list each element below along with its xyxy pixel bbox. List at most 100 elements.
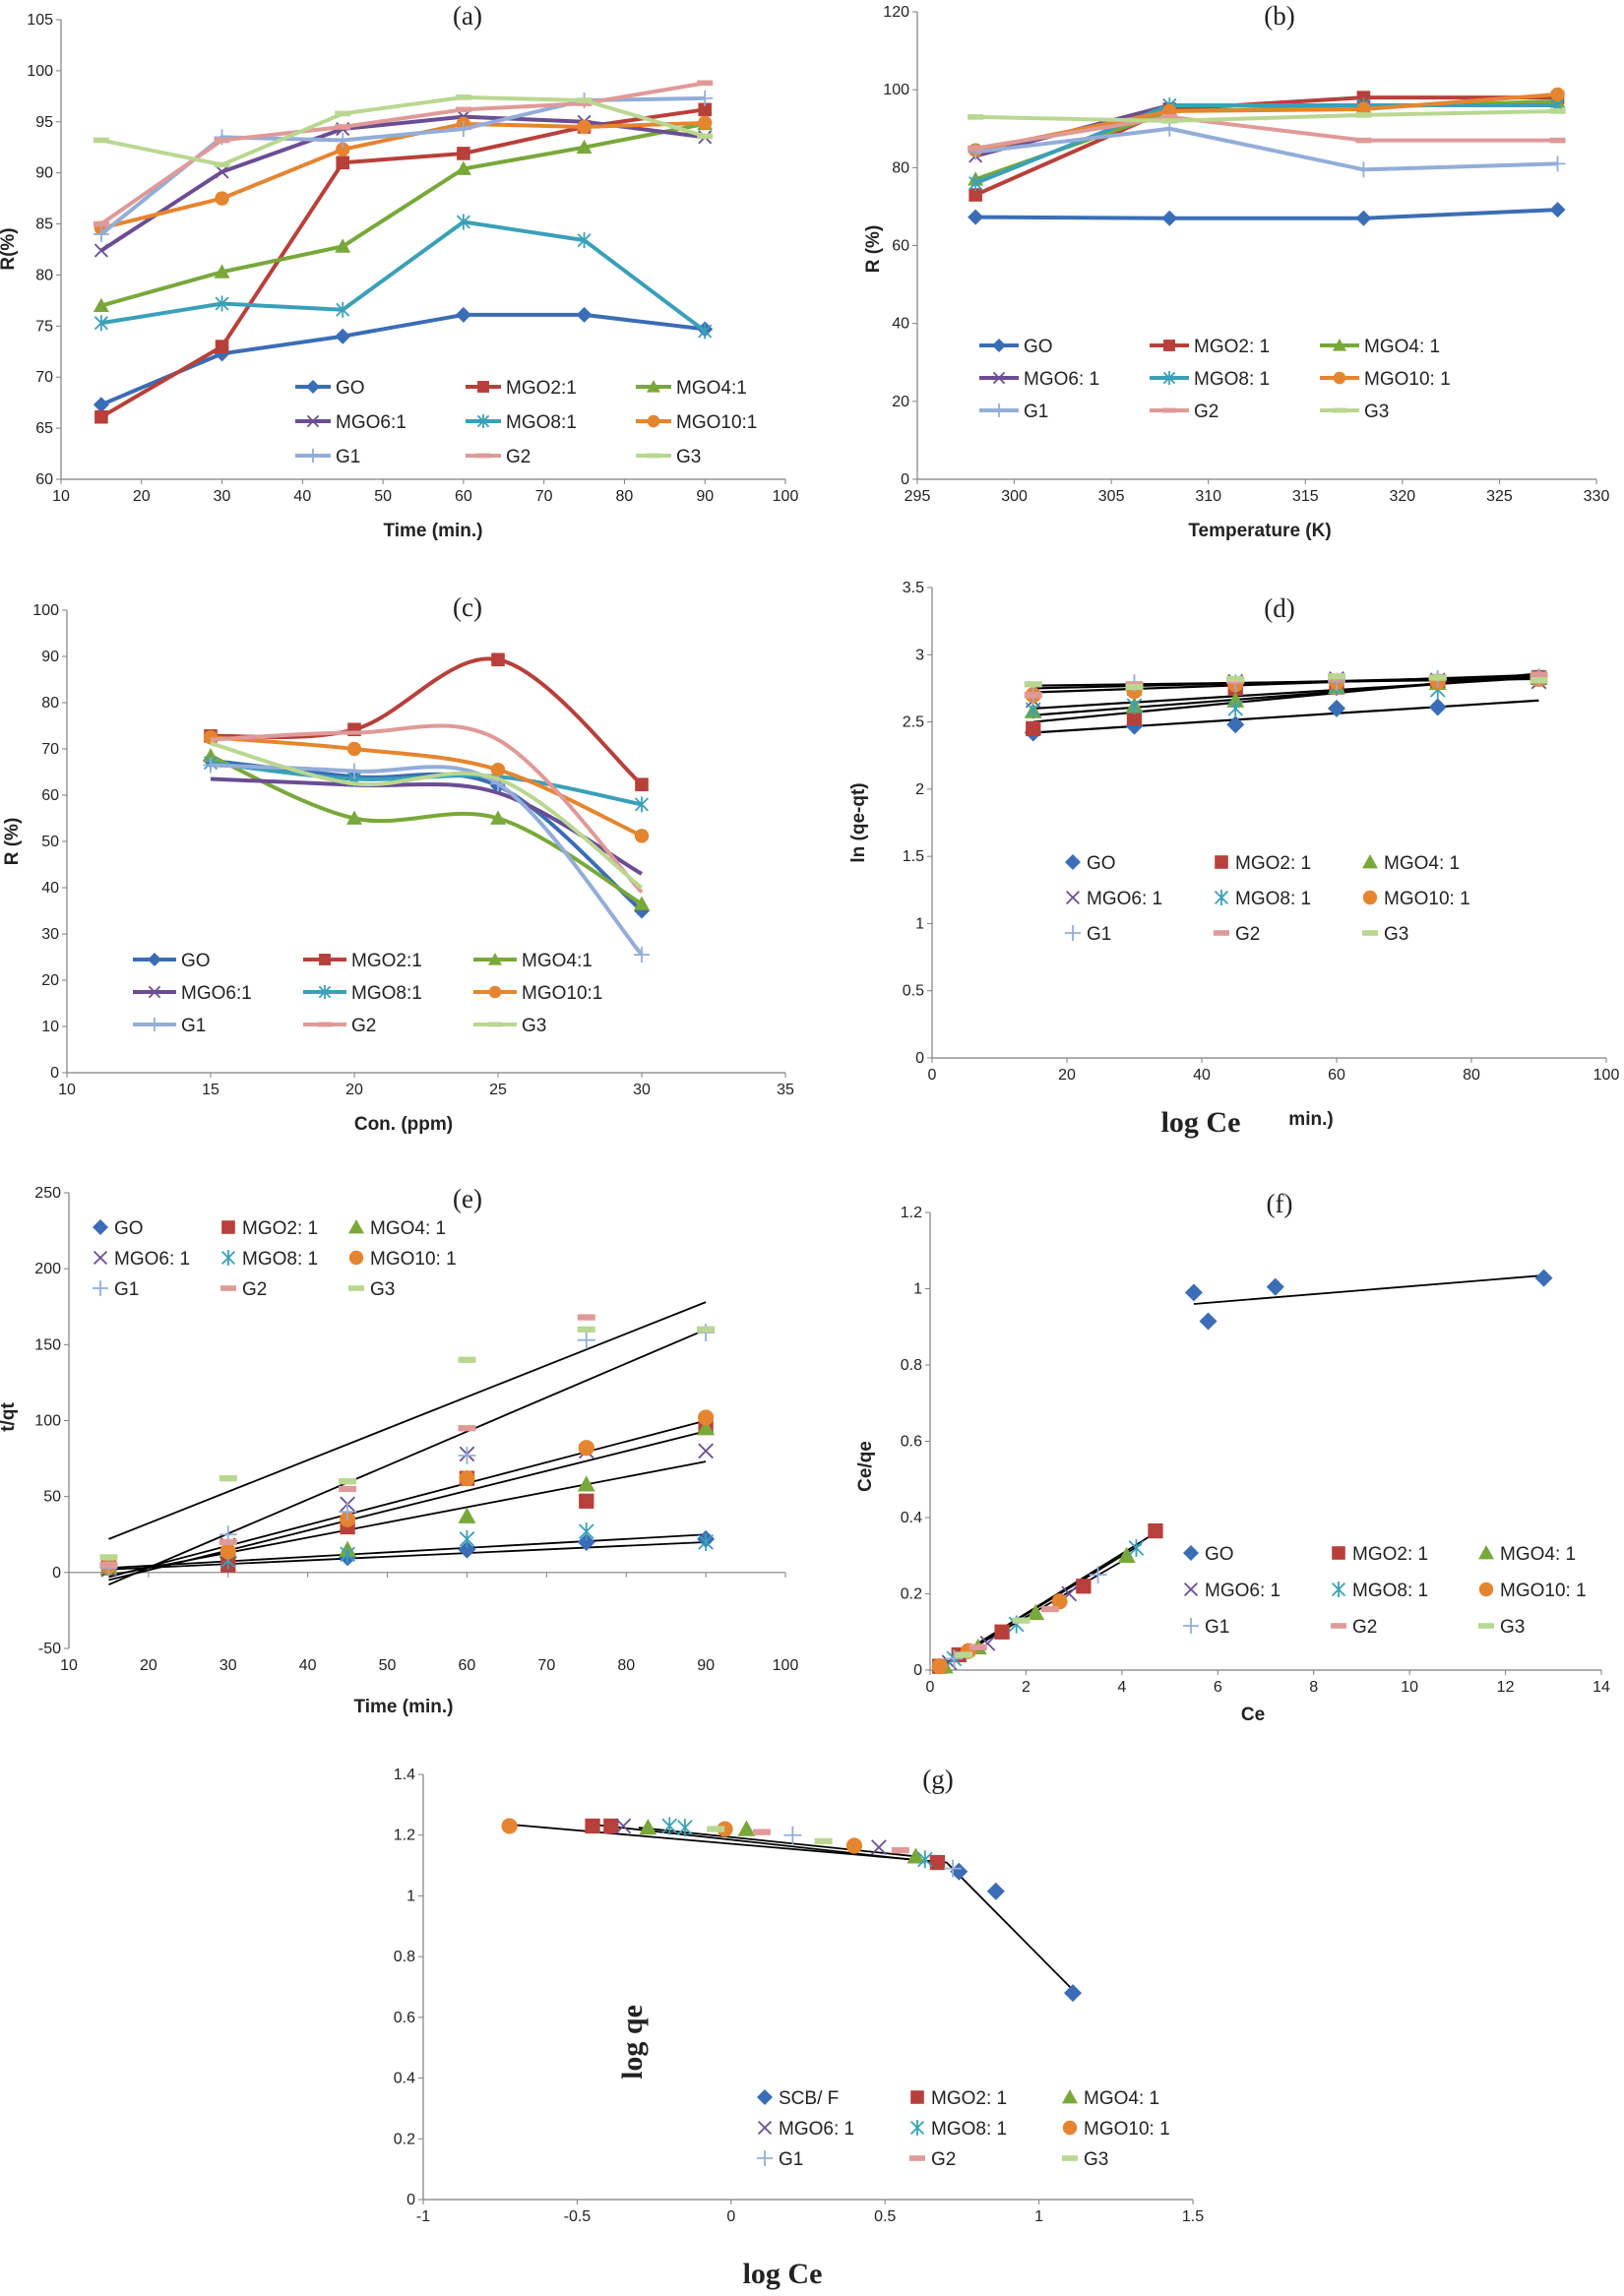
legend-label: G1 <box>1087 924 1111 945</box>
legend-marker <box>1183 1618 1199 1634</box>
data-point <box>1126 697 1143 715</box>
data-point <box>814 1837 833 1845</box>
y-axis-title: t/qt <box>0 1402 19 1432</box>
legend-label: MGO4: 1 <box>370 1218 446 1239</box>
panel-label: (b) <box>1264 1 1294 31</box>
x-tick-label: 50 <box>379 1657 397 1674</box>
series-mgo4-1 <box>93 115 714 312</box>
legend-label: G3 <box>1500 1617 1525 1638</box>
legend-item: G1 <box>93 1279 139 1300</box>
legend-marker <box>306 449 320 463</box>
data-point <box>335 132 351 149</box>
legend-marker <box>1478 1623 1494 1629</box>
x-axis-title: Temperature (K) <box>1188 521 1331 541</box>
data-point <box>698 115 713 131</box>
legend-marker <box>220 1250 236 1266</box>
legend-marker <box>1062 2155 1078 2161</box>
data-point <box>968 145 984 152</box>
legend-marker <box>1362 854 1378 869</box>
legend-item: G3 <box>473 1016 546 1036</box>
legend-marker <box>910 2090 924 2104</box>
y-axis-title: R (%) <box>2 818 23 866</box>
y-tick-label: 95 <box>35 114 53 131</box>
legend-marker <box>348 1250 364 1266</box>
legend-item: MGO4: 1 <box>1362 853 1460 874</box>
series-line <box>100 121 706 308</box>
legend-item: G3 <box>1320 402 1389 422</box>
legend-item: MGO4: 1 <box>1478 1544 1576 1565</box>
y-tick-label: 1 <box>406 1888 415 1904</box>
legend-item: MGO10: 1 <box>1478 1581 1587 1601</box>
data-point <box>677 1819 693 1836</box>
data-point <box>1161 210 1178 226</box>
series-g2 <box>968 114 1566 152</box>
x-tick-label: 325 <box>1486 488 1513 505</box>
data-point <box>94 409 108 424</box>
legend-marker <box>318 985 332 999</box>
y-tick-label: 70 <box>35 369 53 386</box>
data-point <box>455 94 471 100</box>
data-point <box>1534 1269 1553 1287</box>
legend-item: MGO6:1 <box>295 412 406 433</box>
data-point <box>459 1470 475 1487</box>
x-tick-label: 40 <box>299 1657 317 1674</box>
data-point <box>1027 1603 1045 1621</box>
legend-marker <box>348 1285 364 1291</box>
data-point <box>1355 161 1372 178</box>
data-point <box>698 1443 714 1459</box>
panel-label: (g) <box>922 1765 953 1794</box>
y-tick-label: 0.5 <box>903 983 924 1000</box>
data-point <box>891 1846 909 1854</box>
data-point <box>1549 108 1566 114</box>
legend: GO MGO2: 1 MGO4: 1 MGO6: 1 MGO8: 1 MGO10: 1 G1… <box>1183 1544 1587 1638</box>
x-tick-label: 20 <box>345 1082 363 1098</box>
data-point <box>577 1314 595 1321</box>
series-line <box>100 94 706 167</box>
data-point <box>215 191 229 206</box>
legend-label: G2 <box>1235 924 1260 945</box>
data-point <box>783 1826 802 1844</box>
y-tick-label: 40 <box>892 316 909 333</box>
series-mgo6-1 <box>615 1818 887 1855</box>
legend-item: MGO4: 1 <box>1062 2088 1159 2109</box>
legend-label: GO <box>114 1218 144 1239</box>
legend-item: MGO8:1 <box>303 983 422 1004</box>
data-point <box>578 1440 594 1457</box>
data-point <box>346 810 362 825</box>
data-point <box>634 947 650 963</box>
legend-item: GO <box>133 951 211 971</box>
data-point <box>634 896 650 910</box>
y-axis-title: R (%) <box>863 225 884 274</box>
x-tick-label: 14 <box>1593 1679 1610 1696</box>
legend-item: MGO8: 1 <box>1331 1581 1428 1601</box>
legend-item: MGO8: 1 <box>909 2119 1007 2140</box>
chart-panel-e: 10 20 30 40 50 60 70 80 90 100 -50 0 50 100 150 200 250 (… <box>0 1184 798 1717</box>
data-point <box>639 1819 657 1835</box>
legend-item: MGO2:1 <box>466 378 577 399</box>
series-g3 <box>707 1826 833 1845</box>
legend-label: MGO8: 1 <box>242 1249 318 1270</box>
legend-item: GO <box>1183 1544 1234 1565</box>
data-point <box>339 1485 357 1493</box>
data-point <box>1328 672 1345 680</box>
y-tick-label: 0 <box>406 2192 415 2208</box>
legend-label: MGO2: 1 <box>1194 337 1270 357</box>
x-tick-label: 20 <box>140 1657 157 1674</box>
data-point <box>577 119 592 135</box>
legend-marker <box>1183 1545 1199 1561</box>
data-point <box>917 1850 933 1869</box>
legend-marker <box>1362 930 1378 936</box>
legend-label: MGO8: 1 <box>1235 889 1311 909</box>
x-tick-label: 80 <box>616 488 634 505</box>
legend-item: G2 <box>303 1016 376 1036</box>
trendline <box>108 1541 707 1571</box>
legend-marker <box>1333 339 1346 351</box>
data-point <box>219 1538 237 1546</box>
data-point <box>93 297 109 312</box>
legend-marker <box>306 414 320 428</box>
legend-label: MGO4: 1 <box>1084 2088 1159 2109</box>
x-tick-label: 90 <box>697 1657 715 1674</box>
series-mgo6-1 <box>94 109 713 258</box>
legend-item: G3 <box>636 447 701 467</box>
data-point <box>1089 1566 1107 1584</box>
